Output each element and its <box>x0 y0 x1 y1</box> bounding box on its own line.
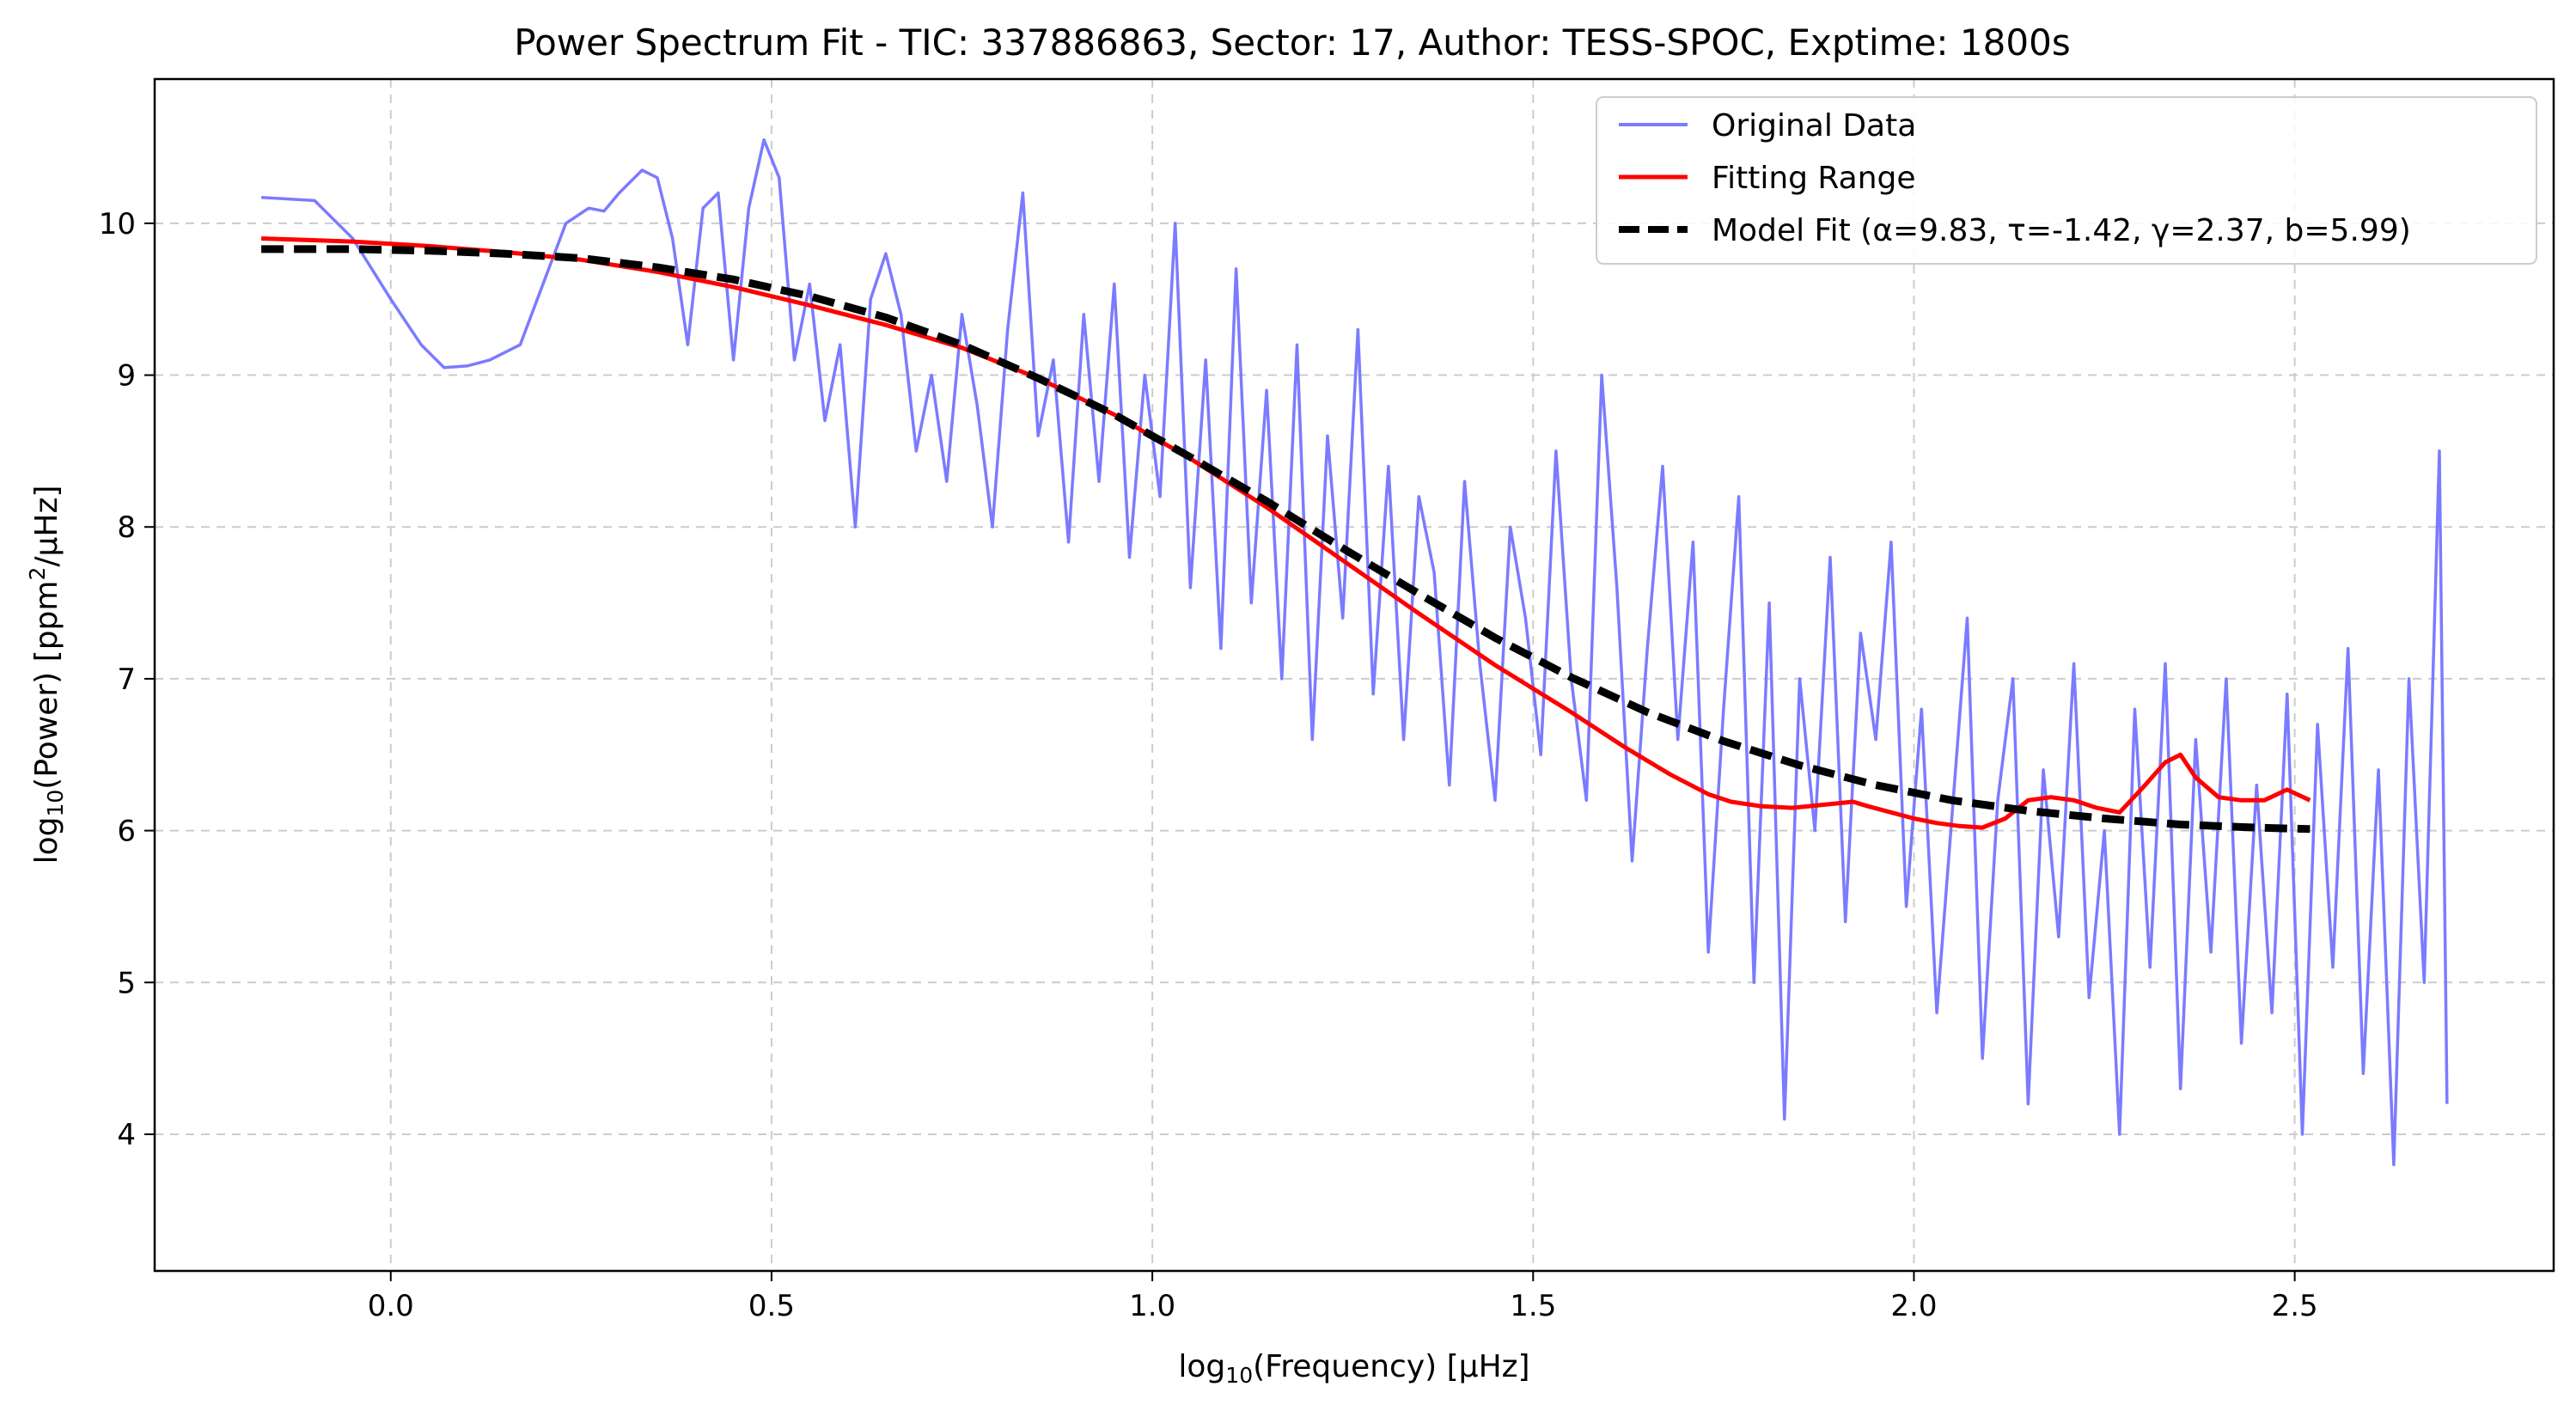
y-axis-label-superscript: 2 <box>25 567 50 581</box>
x-tick-label: 2.0 <box>1890 1289 1937 1323</box>
y-axis-label-subscript: 10 <box>43 790 68 817</box>
y-tick-label: 9 <box>117 359 136 394</box>
legend-label-fitting: Fitting Range <box>1712 161 1916 196</box>
axis-ticks: 0.0 0.5 1.0 1.5 2.0 2.5 4 5 6 7 8 9 10 <box>99 207 2318 1323</box>
y-tick-label: 7 <box>117 663 136 697</box>
y-axis-label: log10(Power) [ppm2/μHz] <box>25 486 68 864</box>
x-axis-label-subscript: 10 <box>1225 1363 1253 1388</box>
plot-frame <box>153 77 2555 1273</box>
chart-title: Power Spectrum Fit - TIC: 337886863, Sec… <box>514 21 2070 64</box>
legend-label-original: Original Data <box>1712 108 1916 144</box>
series-fitting-range <box>261 236 2311 830</box>
x-tick-label: 1.0 <box>1129 1289 1175 1323</box>
y-tick-label: 5 <box>117 966 136 1000</box>
x-tick-label: 0.0 <box>368 1289 414 1323</box>
y-tick-label: 4 <box>117 1118 136 1152</box>
x-tick-label: 1.5 <box>1510 1289 1556 1323</box>
legend: Original Data Fitting Range Model Fit (α… <box>1596 96 2537 265</box>
legend-box <box>1596 96 2537 265</box>
x-tick-label: 2.5 <box>2272 1289 2318 1323</box>
x-axis-label: log10(Frequency) [μHz] <box>1178 1349 1529 1388</box>
series-group <box>260 137 2449 1167</box>
series-original-data <box>260 137 2449 1167</box>
legend-label-model: Model Fit (α=9.83, τ=-1.42, γ=2.37, b=5.… <box>1712 213 2411 248</box>
series-model-fit <box>261 245 2310 834</box>
x-tick-label: 0.5 <box>748 1289 795 1323</box>
y-tick-label: 6 <box>117 815 136 849</box>
y-tick-label: 8 <box>117 510 136 545</box>
y-tick-label: 10 <box>99 207 136 241</box>
